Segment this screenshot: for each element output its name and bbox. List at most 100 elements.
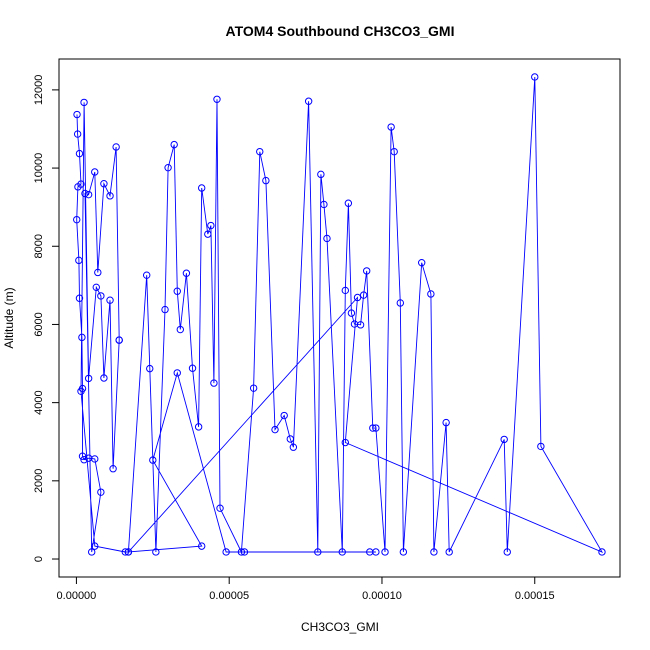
data-point <box>249 384 258 392</box>
data-point <box>197 184 206 192</box>
data-point <box>304 97 313 105</box>
data-point <box>289 443 298 451</box>
data-point <box>182 269 191 277</box>
data-point <box>142 271 151 279</box>
data-point <box>161 305 169 314</box>
x-axis: 0.00000 0.00005 0.00010 0.00015 <box>57 576 555 602</box>
data-point <box>75 149 84 158</box>
data-point <box>369 424 377 432</box>
series-line <box>76 76 604 554</box>
y-tick-label: 10000 <box>33 153 45 184</box>
data-point <box>237 548 246 556</box>
data-point <box>87 548 96 556</box>
data-point <box>390 147 398 156</box>
data-point <box>445 548 453 556</box>
data-point <box>598 548 606 556</box>
data-point <box>73 130 82 138</box>
data-point <box>500 435 508 444</box>
data-point <box>338 548 346 556</box>
data-point <box>280 411 288 420</box>
data-point <box>222 548 230 556</box>
data-point <box>109 465 117 473</box>
data-point <box>197 542 206 550</box>
x-tick-label: 0.00015 <box>515 590 555 602</box>
y-tick-label: 6000 <box>33 312 45 336</box>
data-point <box>91 542 99 550</box>
data-point <box>347 309 356 317</box>
data-point <box>91 455 99 463</box>
data-point <box>100 180 108 188</box>
x-tick-label: 0.00010 <box>362 590 402 602</box>
data-point <box>164 163 172 172</box>
data-point <box>362 267 371 275</box>
data-point <box>106 192 114 200</box>
data-point <box>75 294 84 302</box>
data-point <box>97 488 105 496</box>
data-point <box>537 442 545 451</box>
data-point <box>80 98 88 107</box>
data-point <box>81 189 89 198</box>
data-point <box>188 364 197 372</box>
y-axis-label: Altitude (m) <box>2 287 16 348</box>
data-point <box>97 292 105 300</box>
series-lines <box>76 76 604 554</box>
data-point <box>262 176 270 185</box>
data-point <box>286 435 295 443</box>
chart-title: ATOM4 Southbound CH3CO3_GMI <box>226 23 455 39</box>
data-point <box>173 369 181 377</box>
data-point <box>78 333 86 342</box>
y-tick-label: 8000 <box>33 234 45 258</box>
data-point <box>341 286 350 295</box>
data-point <box>341 438 350 447</box>
data-point <box>112 143 120 151</box>
data-point <box>531 73 539 81</box>
series-points <box>73 73 606 556</box>
data-point <box>152 548 160 556</box>
data-point <box>240 548 249 556</box>
data-point <box>372 424 380 432</box>
y-tick-label: 2000 <box>33 469 45 493</box>
data-point <box>213 95 221 103</box>
data-point <box>84 190 93 199</box>
data-point <box>207 221 215 230</box>
data-point <box>115 336 123 344</box>
data-point <box>417 258 426 267</box>
data-point <box>92 283 100 292</box>
data-point <box>149 456 157 464</box>
data-point <box>314 548 322 556</box>
data-point <box>366 548 374 556</box>
data-point <box>146 364 154 373</box>
data-point <box>317 170 325 179</box>
y-tick-label: 0 <box>33 556 45 562</box>
y-tick-label: 4000 <box>33 390 45 414</box>
x-axis-label: CH3CO3_GMI <box>301 620 379 634</box>
data-point <box>84 374 93 383</box>
data-point <box>176 325 185 334</box>
data-point <box>353 293 362 302</box>
data-point <box>356 321 365 329</box>
data-point <box>80 456 88 464</box>
data-point <box>320 200 328 209</box>
data-point <box>427 290 435 298</box>
data-point <box>396 299 405 307</box>
data-point <box>75 256 83 265</box>
data-point <box>73 110 81 119</box>
data-point <box>194 423 203 431</box>
data-point <box>216 504 224 512</box>
x-tick-label: 0.00000 <box>57 590 97 602</box>
data-point <box>381 548 389 556</box>
data-point <box>121 548 130 556</box>
data-point <box>91 168 99 176</box>
data-point <box>359 291 368 299</box>
data-point <box>173 287 181 295</box>
data-point <box>100 374 108 382</box>
data-point <box>387 123 395 131</box>
y-tick-label: 12000 <box>33 75 45 106</box>
data-point <box>323 234 331 243</box>
data-point <box>399 548 408 556</box>
data-point <box>442 418 450 427</box>
y-axis: 0 2000 4000 6000 8000 10000 12000 <box>33 75 60 562</box>
data-point <box>210 379 218 387</box>
data-point <box>77 387 85 396</box>
data-point <box>170 140 178 149</box>
